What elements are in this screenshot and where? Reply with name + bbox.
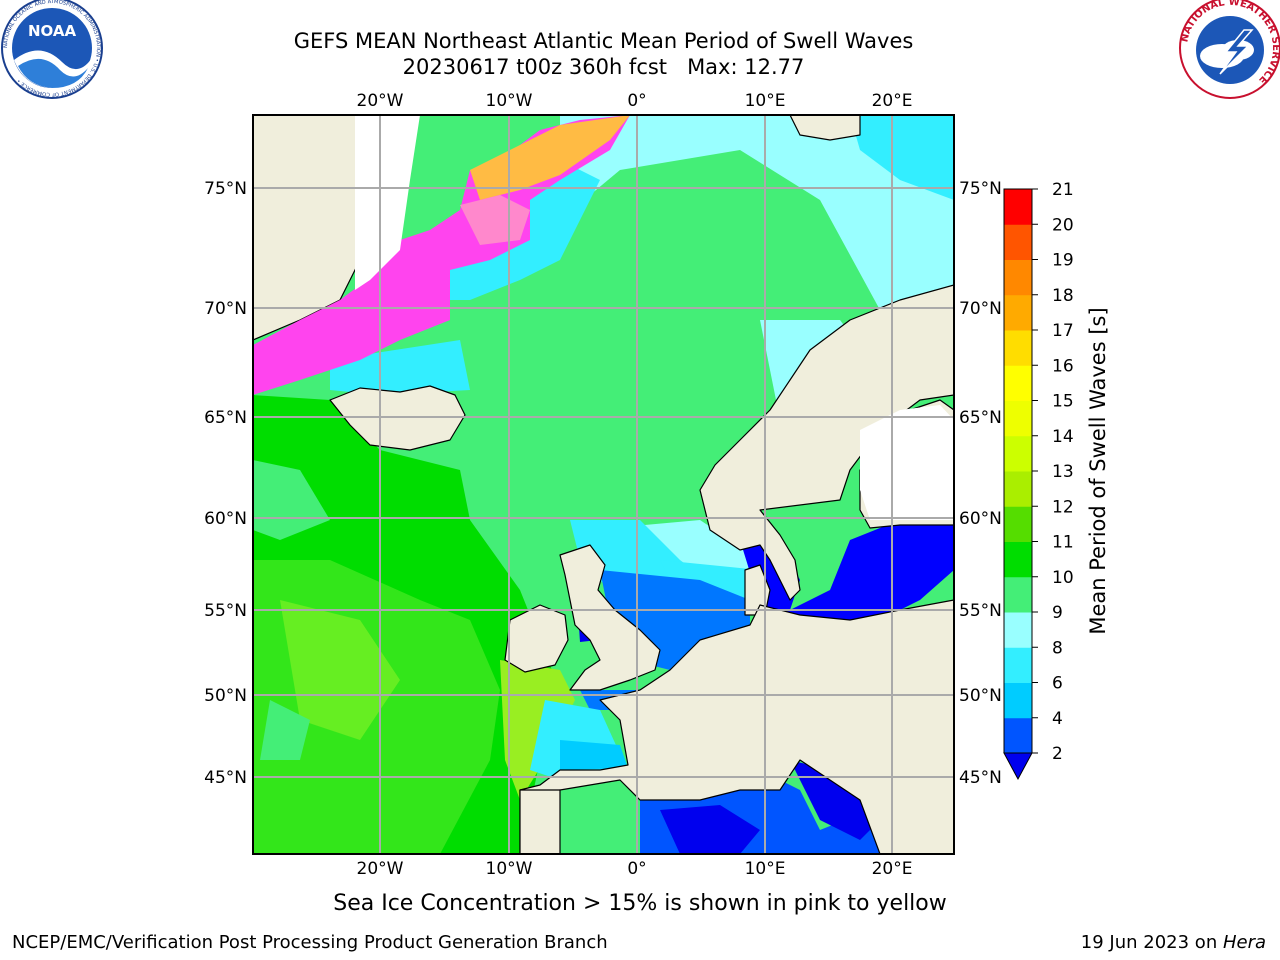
colorbar-tick-label: 14 — [1052, 427, 1074, 447]
lat-label-right: 65°N — [959, 408, 1002, 428]
lon-label-bottom: 20°W — [357, 859, 404, 879]
lon-labels-top: 20°W 10°W 0° 10°E 20°E — [357, 91, 913, 111]
nws-logo: NATIONAL WEATHER SERVICE — [1179, 0, 1280, 99]
lat-label-right: 75°N — [959, 179, 1002, 199]
lat-label-right: 50°N — [959, 686, 1002, 706]
map-panel — [253, 115, 954, 854]
noaa-logo: NOAA NATIONAL OCEANIC AND ATMOSPHERIC AD… — [1, 0, 103, 99]
colorbar-tick-label: 2 — [1052, 744, 1063, 764]
colorbar-label: Mean Period of Swell Waves [s] — [1086, 307, 1110, 634]
colorbar-tick-label: 8 — [1052, 638, 1063, 658]
map-frame — [252, 114, 955, 855]
colorbar-tick-label: 9 — [1052, 603, 1063, 623]
lat-label-right: 55°N — [959, 601, 1002, 621]
colorbar-segment — [1004, 259, 1032, 296]
lat-labels-left: 75°N 70°N 65°N 60°N 55°N 50°N 45°N — [204, 179, 247, 788]
lat-label-left: 70°N — [204, 299, 247, 319]
lon-labels-bottom: 20°W 10°W 0° 10°E 20°E — [357, 859, 913, 879]
colorbar-segment — [1004, 612, 1032, 648]
colorbar-tick-label: 11 — [1052, 533, 1074, 553]
footer-date-text: 19 Jun 2023 on — [1080, 932, 1223, 953]
lat-labels-right: 75°N 70°N 65°N 60°N 55°N 50°N 45°N — [959, 179, 1002, 788]
lon-label-bottom: 10°W — [486, 859, 533, 879]
chart-subtitle-forecast: 20230617 t00z 360h fcst Max: 12.77 — [402, 55, 805, 79]
lat-label-left: 50°N — [204, 686, 247, 706]
colorbar-segment — [1004, 400, 1032, 437]
sea-ice-note: Sea Ice Concentration > 15% is shown in … — [333, 891, 947, 916]
lon-label-top: 10°E — [745, 91, 786, 111]
lon-label-bottom: 20°E — [872, 859, 913, 879]
colorbar-segment — [1004, 541, 1032, 578]
lon-label-top: 10°W — [486, 91, 533, 111]
lon-label-bottom: 10°E — [745, 859, 786, 879]
lat-label-right: 70°N — [959, 299, 1002, 319]
colorbar-tick-label: 4 — [1052, 709, 1063, 729]
lon-label-bottom: 0° — [627, 859, 646, 879]
lon-label-top: 20°W — [357, 91, 404, 111]
colorbar-segment — [1004, 576, 1032, 613]
lat-label-left: 75°N — [204, 179, 247, 199]
colorbar-segment — [1004, 365, 1032, 401]
footer-credit: NCEP/EMC/Verification Post Processing Pr… — [12, 932, 608, 953]
chart-title: GEFS MEAN Northeast Atlantic Mean Period… — [293, 29, 914, 53]
lat-label-left: 55°N — [204, 601, 247, 621]
colorbar-under-arrow — [1003, 752, 1033, 781]
colorbar-segment — [1004, 717, 1032, 754]
colorbar — [1003, 188, 1033, 781]
colorbar-segment — [1004, 224, 1032, 260]
lon-label-top: 20°E — [872, 91, 913, 111]
footer-machine: Hera — [1222, 932, 1266, 953]
colorbar-tick-label: 21 — [1052, 180, 1074, 200]
colorbar-tick-label: 17 — [1052, 321, 1074, 341]
colorbar-segment — [1004, 647, 1032, 683]
colorbar-segment — [1004, 471, 1032, 507]
colorbar-segment — [1004, 330, 1032, 366]
lat-label-right: 60°N — [959, 509, 1002, 529]
lat-label-left: 65°N — [204, 408, 247, 428]
colorbar-tick-label: 16 — [1052, 356, 1074, 376]
colorbar-tick-label: 12 — [1052, 497, 1074, 517]
colorbar-segment — [1004, 435, 1032, 472]
colorbar-segment — [1004, 682, 1032, 719]
lat-label-right: 45°N — [959, 768, 1002, 788]
colorbar-tick-label: 10 — [1052, 568, 1074, 588]
colorbar-tick-label: 13 — [1052, 462, 1074, 482]
footer-date: 19 Jun 2023 on Hera — [1081, 932, 1266, 953]
colorbar-tick-label: 20 — [1052, 215, 1074, 235]
lat-label-left: 45°N — [204, 768, 247, 788]
lat-label-left: 60°N — [204, 509, 247, 529]
colorbar-segment — [1004, 506, 1032, 542]
colorbar-tick-label: 15 — [1052, 392, 1074, 412]
colorbar-tick-label: 6 — [1052, 674, 1063, 694]
colorbar-tick-label: 19 — [1052, 251, 1074, 271]
colorbar-ticks: 2 4 6 8 9 10 11 12 13 14 15 16 17 18 19 20 21 — [1032, 180, 1074, 764]
colorbar-segment — [1004, 189, 1032, 225]
colorbar-segment — [1004, 294, 1032, 331]
noaa-logo-text: NOAA — [28, 22, 77, 40]
lon-label-top: 0° — [627, 91, 646, 111]
colorbar-tick-label: 18 — [1052, 286, 1074, 306]
